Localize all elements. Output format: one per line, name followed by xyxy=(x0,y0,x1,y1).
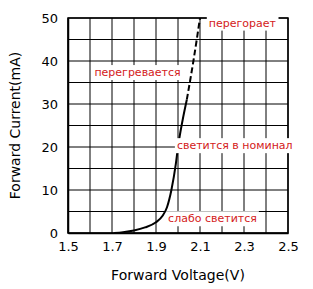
tick: 0 xyxy=(50,226,68,241)
annotation-background xyxy=(166,211,259,226)
tick: 30 xyxy=(41,97,68,112)
tick-label: 2.5 xyxy=(278,239,299,254)
tick-label: 1.7 xyxy=(102,239,123,254)
minor-grid-line-y xyxy=(68,39,288,40)
grid-line-y xyxy=(68,61,288,62)
tick-label: 50 xyxy=(41,11,58,26)
tick-label: 1.5 xyxy=(58,239,79,254)
tick-label: 0 xyxy=(50,226,58,241)
frame xyxy=(68,18,288,233)
tick: 2.5 xyxy=(278,233,299,254)
annotations: перегорает перегревается светится в номина… xyxy=(92,16,294,227)
tick-label: 1.9 xyxy=(146,239,167,254)
annotation-background xyxy=(175,138,295,153)
annotation-background xyxy=(207,16,279,31)
grid-line-y xyxy=(68,190,288,191)
annotation-background xyxy=(92,65,182,80)
annotation-text: светится в номинал xyxy=(177,139,293,152)
tick: 20 xyxy=(41,140,68,155)
tick: 40 xyxy=(41,54,68,69)
annotation: слабо светится xyxy=(166,211,259,226)
tick: 1.9 xyxy=(146,233,167,254)
plot: 1.51.71.92.12.32.501020304050перегораетп… xyxy=(41,11,298,255)
x-axis-title: Forward Voltage(V) xyxy=(111,267,245,283)
annotation-text: перегорает xyxy=(209,17,277,30)
annotation: светится в номинал xyxy=(175,138,295,153)
tick-label: 2.1 xyxy=(190,239,211,254)
tick-label: 30 xyxy=(41,97,58,112)
y-axis-title: Forward Current(mA) xyxy=(7,52,23,199)
axis-line xyxy=(69,233,289,235)
minor-grid-line-y xyxy=(68,82,288,83)
tick-label: 20 xyxy=(41,140,58,155)
grid xyxy=(68,18,288,233)
y-axis: 0 10 20 30 40 50 xyxy=(41,11,68,241)
annotation: перегорает xyxy=(207,16,279,31)
axis-line xyxy=(68,19,70,234)
tick-label: 40 xyxy=(41,54,58,69)
grid-line-y xyxy=(68,104,288,105)
tick: 1.5 xyxy=(58,233,79,254)
minor-grid-line-y xyxy=(68,125,288,126)
tick-label: 2.3 xyxy=(234,239,255,254)
x-axis: 1.5 1.7 1.9 2.1 2.3 2.5 xyxy=(58,233,299,254)
tick: 1.7 xyxy=(102,233,123,254)
tick: 2.3 xyxy=(234,233,255,254)
tick: 50 xyxy=(41,11,68,26)
minor-grid-line-y xyxy=(68,168,288,169)
series-group xyxy=(114,18,200,233)
tick: 2.1 xyxy=(190,233,211,254)
annotation: перегревается xyxy=(92,65,182,80)
tick: 10 xyxy=(41,183,68,198)
curve xyxy=(187,18,200,100)
chart: 1.51.71.92.12.32.501020304050перегораетп… xyxy=(0,0,313,289)
annotation-text: слабо светится xyxy=(168,212,257,225)
annotation-text: перегревается xyxy=(94,66,180,79)
tick-label: 10 xyxy=(41,183,58,198)
